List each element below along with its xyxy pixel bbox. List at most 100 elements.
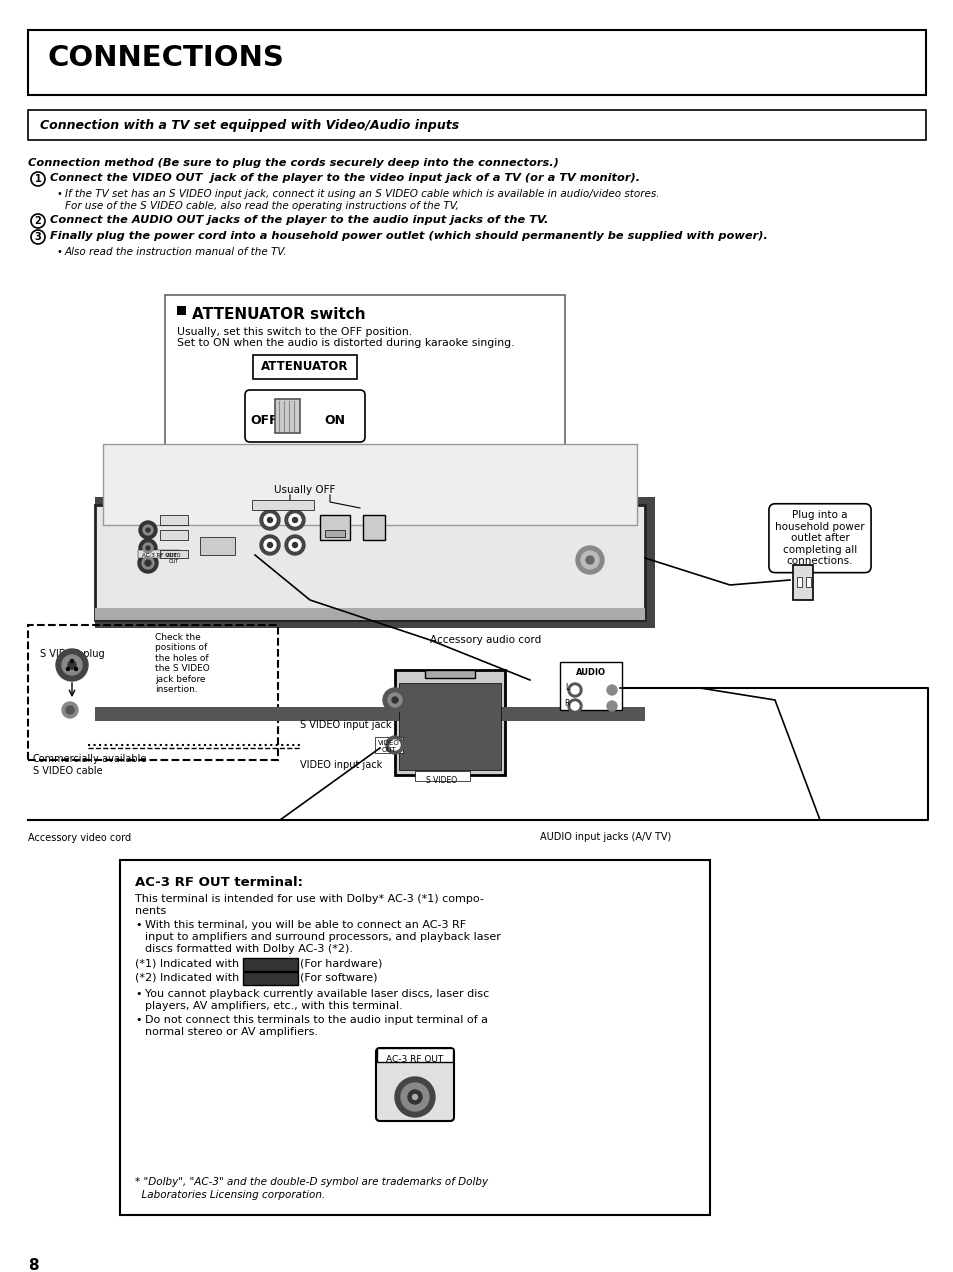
Circle shape (143, 525, 152, 536)
Text: * "Dolby", "AC-3" and the double-D symbol are trademarks of Dolby: * "Dolby", "AC-3" and the double-D symbo… (135, 1177, 488, 1187)
Circle shape (68, 661, 76, 669)
Text: 8: 8 (28, 1258, 38, 1272)
Text: •: • (135, 920, 141, 930)
Bar (160, 515, 188, 525)
Circle shape (62, 655, 82, 675)
Circle shape (285, 536, 305, 555)
Text: Usually, set this switch to the OFF position.: Usually, set this switch to the OFF posi… (177, 327, 412, 337)
Circle shape (412, 1094, 417, 1099)
FancyBboxPatch shape (253, 355, 356, 379)
Circle shape (576, 546, 603, 574)
Bar (274, 399, 299, 432)
Text: AUDIO input jacks (A/V TV): AUDIO input jacks (A/V TV) (539, 832, 671, 842)
Text: players, AV amplifiers, etc., with this terminal.: players, AV amplifiers, etc., with this … (145, 1001, 402, 1011)
Circle shape (400, 1082, 429, 1110)
Text: (*2) Indicated with: (*2) Indicated with (135, 973, 239, 983)
Circle shape (142, 557, 153, 569)
Text: ON: ON (324, 413, 345, 426)
Bar (95, 707, 644, 721)
Text: Commercially-available
S VIDEO cable: Commercially-available S VIDEO cable (33, 754, 147, 776)
Text: AC-3 RF OUT: AC-3 RF OUT (386, 1054, 443, 1063)
Text: 1: 1 (34, 174, 41, 184)
FancyBboxPatch shape (375, 1048, 454, 1121)
Text: Connection method (Be sure to plug the cords securely deep into the connectors.): Connection method (Be sure to plug the c… (28, 158, 558, 168)
Circle shape (293, 518, 297, 523)
Circle shape (567, 683, 581, 697)
Bar (243, 958, 297, 971)
Bar (28, 109, 925, 140)
Text: This terminal is intended for use with Dolby* AC-3 (*1) compo-: This terminal is intended for use with D… (135, 894, 483, 904)
Bar (398, 683, 500, 770)
Text: (*1) Indicated with: (*1) Indicated with (135, 959, 239, 969)
Bar (177, 307, 186, 315)
Circle shape (139, 522, 157, 539)
Circle shape (567, 700, 581, 714)
Text: •: • (57, 247, 63, 257)
Circle shape (138, 553, 158, 572)
Bar (376, 1048, 453, 1062)
Text: normal stereo or AV amplifiers.: normal stereo or AV amplifiers. (145, 1027, 317, 1037)
Bar (319, 515, 350, 541)
Bar (28, 625, 277, 759)
Text: Set to ON when the audio is distorted during karaoke singing.: Set to ON when the audio is distorted du… (177, 338, 514, 349)
Bar (165, 295, 564, 495)
Circle shape (67, 668, 70, 670)
Text: S VIDEO plug: S VIDEO plug (40, 649, 104, 659)
Text: •: • (135, 1015, 141, 1025)
Bar (200, 537, 234, 555)
Circle shape (71, 659, 73, 663)
Bar (415, 771, 470, 781)
Bar (805, 577, 810, 586)
Text: Do not connect this terminals to the audio input terminal of a: Do not connect this terminals to the aud… (145, 1015, 488, 1025)
Circle shape (56, 649, 88, 681)
Circle shape (571, 686, 578, 695)
Text: ATTENUATOR: ATTENUATOR (261, 360, 349, 374)
Circle shape (585, 556, 594, 563)
Circle shape (267, 518, 273, 523)
Circle shape (395, 1077, 435, 1117)
Circle shape (285, 510, 305, 530)
Circle shape (66, 706, 74, 714)
Text: You cannot playback currently available laser discs, laser disc: You cannot playback currently available … (145, 990, 489, 999)
Text: •: • (135, 990, 141, 999)
Text: ATTENUATOR switch: ATTENUATOR switch (192, 307, 365, 322)
Text: R: R (564, 700, 569, 709)
Text: (For hardware): (For hardware) (299, 959, 382, 969)
Text: •: • (57, 190, 63, 198)
Bar (95, 505, 644, 619)
Text: Laboratories Licensing corporation.: Laboratories Licensing corporation. (135, 1191, 325, 1199)
Bar (160, 530, 188, 541)
Text: Check the
positions of
the holes of
the S VIDEO
jack before
insertion.: Check the positions of the holes of the … (154, 633, 210, 695)
Text: Connection with a TV set equipped with Video/Audio inputs: Connection with a TV set equipped with V… (40, 118, 458, 131)
Circle shape (571, 702, 578, 710)
Bar (395, 670, 504, 775)
Text: Accessory video cord: Accessory video cord (28, 833, 131, 843)
Text: input to amplifiers and surround processors, and playback laser: input to amplifiers and surround process… (145, 932, 500, 943)
Circle shape (143, 543, 152, 553)
Circle shape (386, 736, 403, 754)
Text: AUDIO: AUDIO (576, 668, 605, 677)
Text: VIDEO
OUT: VIDEO OUT (166, 553, 182, 563)
Bar (559, 661, 621, 710)
Text: L: L (565, 683, 569, 692)
Bar (252, 500, 314, 510)
Circle shape (580, 551, 598, 569)
Text: Usually OFF: Usually OFF (274, 485, 335, 495)
Circle shape (293, 542, 297, 547)
Circle shape (264, 514, 275, 527)
Circle shape (606, 701, 617, 711)
Text: VIDEO
OUT: VIDEO OUT (377, 740, 399, 753)
Circle shape (146, 546, 150, 550)
Text: nents: nents (135, 906, 166, 916)
Text: 2: 2 (34, 216, 41, 226)
Bar (95, 608, 644, 619)
Bar (103, 444, 637, 525)
Circle shape (390, 740, 399, 750)
Circle shape (62, 702, 78, 717)
Bar (363, 515, 385, 541)
Circle shape (382, 688, 407, 712)
Text: 3: 3 (34, 232, 41, 242)
Text: Connect the VIDEO OUT  jack of the player to the video input jack of a TV (or a : Connect the VIDEO OUT jack of the player… (50, 173, 639, 183)
Text: discs formatted with Dolby AC-3 (*2).: discs formatted with Dolby AC-3 (*2). (145, 944, 353, 954)
Text: VIDEO input jack: VIDEO input jack (299, 759, 382, 770)
